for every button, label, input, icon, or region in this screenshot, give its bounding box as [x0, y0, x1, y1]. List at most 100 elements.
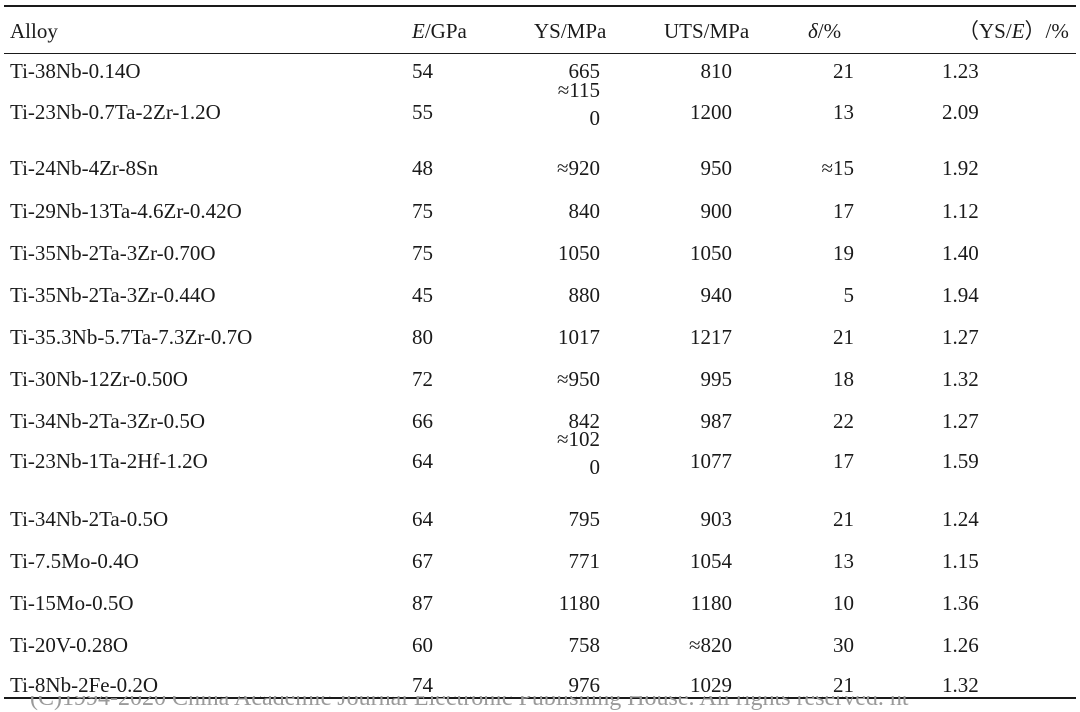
cell-e: 80 — [412, 325, 433, 349]
cell-alloy: Ti-15Mo-0.5O — [10, 591, 134, 615]
cell-delta: 10 — [833, 591, 854, 615]
cell-ratio: 1.94 — [942, 283, 979, 307]
cell-uts: 1029 — [690, 673, 732, 697]
cell-alloy: Ti-30Nb-12Zr-0.50O — [10, 367, 188, 391]
cell-ratio: 1.36 — [942, 591, 979, 615]
header-ys: YS/MPa — [534, 19, 607, 43]
cell-ratio: 1.26 — [942, 633, 979, 657]
cell-uts: 1077 — [690, 449, 732, 473]
cell-alloy: Ti-20V-0.28O — [10, 633, 129, 657]
cell-uts: 900 — [700, 199, 733, 223]
cell-ys: 976 — [568, 673, 601, 697]
header-delta-symbol: δ — [808, 19, 818, 43]
cell-ratio: 1.32 — [942, 673, 979, 697]
cell-ratio: 1.23 — [942, 59, 979, 83]
cell-e: 72 — [412, 367, 433, 391]
table-header-rule — [4, 53, 1076, 54]
cell-ys: 880 — [568, 283, 601, 307]
cell-ratio: 1.92 — [942, 156, 979, 180]
cell-delta: 21 — [833, 673, 854, 697]
cell-e: 75 — [412, 241, 433, 265]
cell-uts: 903 — [700, 507, 733, 531]
cell-uts: 1050 — [690, 241, 732, 265]
header-ratio: （YS/E）/% — [958, 19, 1069, 43]
cell-ys: 842 — [568, 409, 601, 433]
header-alloy: Alloy — [10, 19, 58, 43]
cell-alloy: Ti-29Nb-13Ta-4.6Zr-0.42O — [10, 199, 242, 223]
copyright-footer: (C)1994-2020 China Academic Journal Elec… — [30, 696, 909, 712]
header-delta: δ/% — [808, 19, 841, 43]
cell-ys: 758 — [568, 633, 601, 657]
cell-delta: 21 — [833, 59, 854, 83]
cell-uts: 940 — [700, 283, 733, 307]
cell-uts: 810 — [700, 59, 733, 83]
cell-e: 67 — [412, 549, 433, 573]
cell-ys: 1180 — [558, 591, 600, 615]
table-top-rule — [4, 5, 1076, 7]
cell-uts: 1054 — [690, 549, 732, 573]
cell-delta: 5 — [843, 283, 855, 307]
cell-e: 66 — [412, 409, 433, 433]
cell-alloy: Ti-38Nb-0.14O — [10, 59, 141, 83]
cell-alloy: Ti-35.3Nb-5.7Ta-7.3Zr-0.7O — [10, 325, 253, 349]
cell-uts: 1217 — [690, 325, 732, 349]
header-e: E/GPa — [412, 19, 467, 43]
cell-uts: 1200 — [690, 100, 732, 124]
header-e-unit: /GPa — [424, 19, 467, 43]
cell-e: 60 — [412, 633, 433, 657]
cell-ys: 1050 — [558, 241, 600, 265]
cell-delta: 22 — [833, 409, 854, 433]
header-e-symbol: E — [412, 19, 425, 43]
cell-delta: 30 — [833, 633, 854, 657]
cell-e: 55 — [412, 100, 433, 124]
cell-delta: 21 — [833, 325, 854, 349]
table-bottom-rule — [4, 697, 1076, 699]
cell-alloy: Ti-7.5Mo-0.4O — [10, 549, 139, 573]
cell-ratio: 1.15 — [942, 549, 979, 573]
cell-ys: 771 — [568, 549, 601, 573]
cell-ys: ≈1150 — [557, 78, 600, 130]
cell-ys: ≈950 — [556, 367, 600, 391]
cell-ratio: 1.59 — [942, 449, 979, 473]
cell-alloy: Ti-24Nb-4Zr-8Sn — [10, 156, 159, 180]
cell-delta: ≈15 — [821, 156, 854, 180]
cell-ratio: 1.32 — [942, 367, 979, 391]
cell-ys: ≈1020 — [556, 427, 600, 479]
header-delta-unit: /% — [817, 19, 842, 43]
cell-delta: 17 — [833, 449, 854, 473]
cell-ys: 665 — [568, 59, 601, 83]
cell-delta: 17 — [833, 199, 854, 223]
cell-uts: 950 — [700, 156, 733, 180]
header-ratio-open: （YS/ — [958, 19, 1012, 43]
cell-uts: ≈820 — [688, 633, 732, 657]
cell-delta: 13 — [833, 100, 854, 124]
header-ratio-close: ）/% — [1024, 19, 1069, 43]
cell-e: 48 — [412, 156, 433, 180]
cell-ratio: 2.09 — [942, 100, 979, 124]
copyright-text: (C)1994-2020 China Academic Journal Elec… — [30, 696, 909, 711]
cell-uts: 995 — [700, 367, 733, 391]
cell-e: 64 — [412, 507, 433, 531]
cell-uts: 1180 — [690, 591, 732, 615]
cell-ratio: 1.27 — [942, 325, 979, 349]
cell-alloy: Ti-35Nb-2Ta-3Zr-0.44O — [10, 283, 216, 307]
cell-alloy: Ti-34Nb-2Ta-0.5O — [10, 507, 169, 531]
cell-alloy: Ti-35Nb-2Ta-3Zr-0.70O — [10, 241, 216, 265]
cell-ys: ≈920 — [556, 156, 600, 180]
cell-alloy: Ti-23Nb-0.7Ta-2Zr-1.2O — [10, 100, 221, 124]
cell-ratio: 1.40 — [942, 241, 979, 265]
cell-delta: 18 — [833, 367, 854, 391]
cell-ratio: 1.12 — [942, 199, 979, 223]
cell-alloy: Ti-34Nb-2Ta-3Zr-0.5O — [10, 409, 206, 433]
cell-ratio: 1.24 — [942, 507, 979, 531]
cell-ys: 1017 — [558, 325, 600, 349]
cell-ys: 795 — [568, 507, 601, 531]
header-ratio-symbol: E — [1011, 19, 1025, 43]
cell-alloy: Ti-8Nb-2Fe-0.2O — [10, 673, 158, 697]
cell-e: 75 — [412, 199, 433, 223]
cell-ratio: 1.27 — [942, 409, 979, 433]
cell-delta: 19 — [833, 241, 854, 265]
cell-delta: 13 — [833, 549, 854, 573]
cell-e: 74 — [412, 673, 433, 697]
